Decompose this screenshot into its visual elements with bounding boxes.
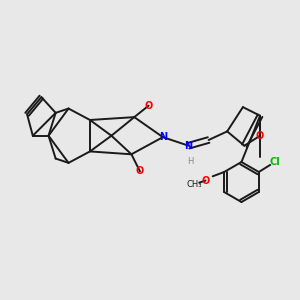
Text: Cl: Cl bbox=[269, 157, 280, 167]
Text: CH₃: CH₃ bbox=[186, 180, 202, 189]
Text: O: O bbox=[136, 167, 144, 176]
Text: O: O bbox=[201, 176, 210, 186]
Text: O: O bbox=[144, 101, 153, 111]
Text: N: N bbox=[184, 141, 193, 151]
Text: H: H bbox=[187, 157, 193, 166]
Text: O: O bbox=[256, 131, 264, 141]
Text: N: N bbox=[159, 132, 167, 142]
